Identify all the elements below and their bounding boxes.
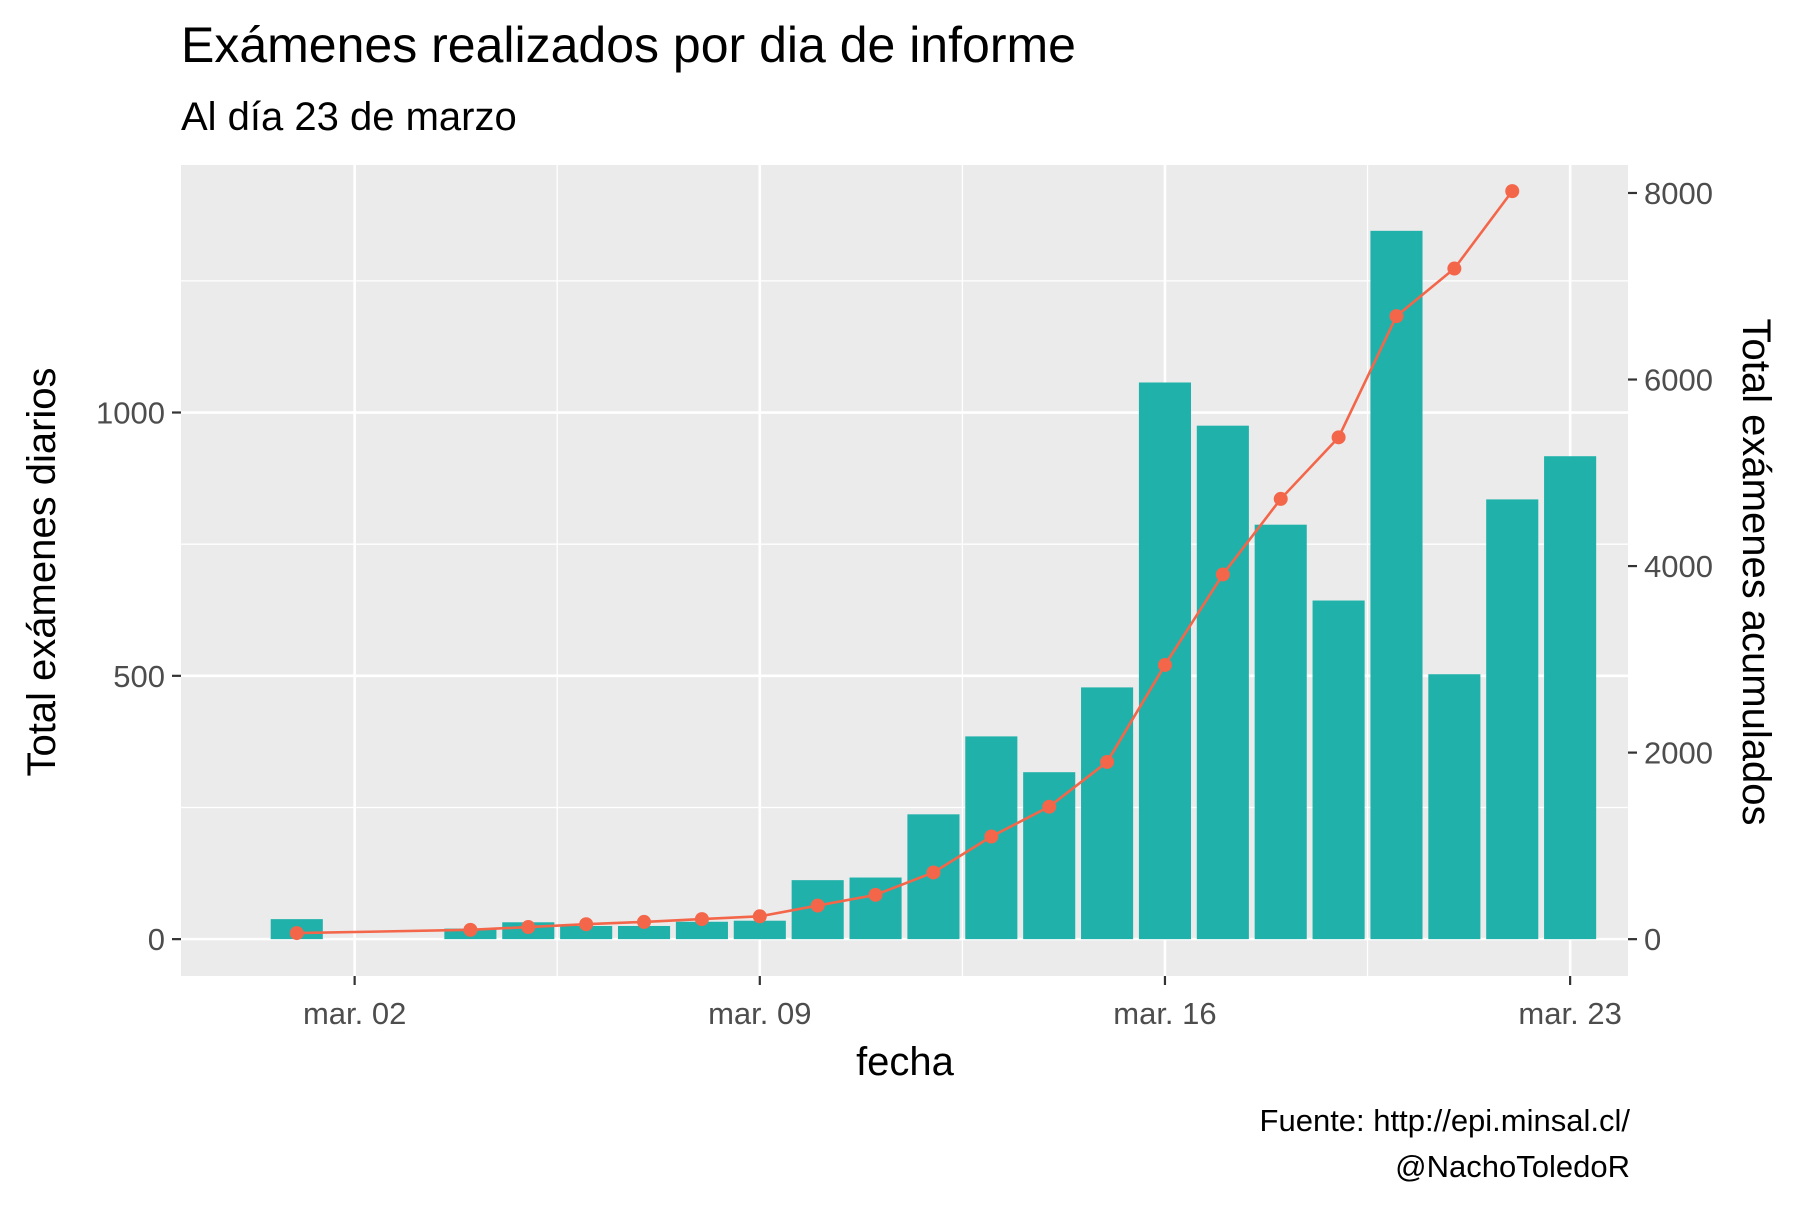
y2-axis-tick-label: 6000 [1644,363,1713,398]
x-axis-tick-label: mar. 02 [303,996,406,1031]
daily-exams-bar [1196,425,1249,940]
cumulative-point [637,914,652,929]
cumulative-point [752,909,767,924]
cumulative-point [289,926,304,941]
cumulative-point [1215,567,1230,582]
daily-exams-bar [1370,230,1423,940]
daily-exams-bar [1486,499,1539,940]
cumulative-point [1042,799,1057,814]
cumulative-point [1447,261,1462,276]
y-axis-tick-label: 1000 [96,396,165,431]
cumulative-point [521,920,536,935]
y2-axis-tick-label: 0 [1644,922,1661,957]
bar-series [270,230,1597,940]
daily-exams-bar [560,925,613,940]
daily-exams-bar [733,920,786,940]
axes: 0 500 1000 0 2000 4000 6000 8000 mar. 02 mar. 09 m… [96,176,1713,1031]
chart-subtitle: Al día 23 de marzo [181,95,517,139]
cumulative-point [1100,754,1115,769]
cumulative-point [579,917,594,932]
cumulative-point [1505,184,1520,199]
cumulative-point [1389,309,1404,324]
caption-author: @NachoToledoR [1395,1149,1630,1184]
daily-exams-bar [1312,600,1365,940]
cumulative-line-series [289,184,1520,941]
cumulative-point [810,898,825,913]
cumulative-line [296,190,1514,935]
y2-axis-tick-label: 8000 [1644,176,1713,211]
cumulative-point [868,887,883,902]
cumulative-point [1273,491,1288,506]
x-axis-tick-label: mar. 23 [1518,996,1621,1031]
y2-axis-tick-label: 4000 [1644,549,1713,584]
daily-exams-bar [1023,772,1076,940]
cumulative-point [1331,430,1346,445]
x-axis-title: fecha [856,1040,955,1084]
daily-exams-bar [1254,524,1307,940]
x-axis-tick-label: mar. 16 [1113,996,1216,1031]
y2-axis-tick-label: 2000 [1644,736,1713,771]
daily-exams-bar [1428,674,1481,940]
y-axis-title: Total exámenes diarios [20,367,64,776]
y-axis-tick-label: 500 [113,659,165,694]
cumulative-point [926,865,941,880]
y-axis-tick-label: 0 [148,922,165,957]
caption-source: Fuente: http://epi.minsal.cl/ [1260,1103,1631,1138]
chart-title: Exámenes realizados por dia de informe [181,17,1076,73]
daily-exams-bar [1081,687,1134,940]
daily-exams-bar [617,925,671,940]
daily-exams-bar [1544,456,1597,940]
y2-axis-title: Total exámenes acumulados [1734,319,1778,826]
x-axis-tick-label: mar. 09 [708,996,811,1031]
cumulative-point [463,922,478,937]
cumulative-point [1157,657,1172,672]
cumulative-point [694,912,709,927]
cumulative-point [984,829,999,844]
daily-exams-bar [675,921,728,940]
